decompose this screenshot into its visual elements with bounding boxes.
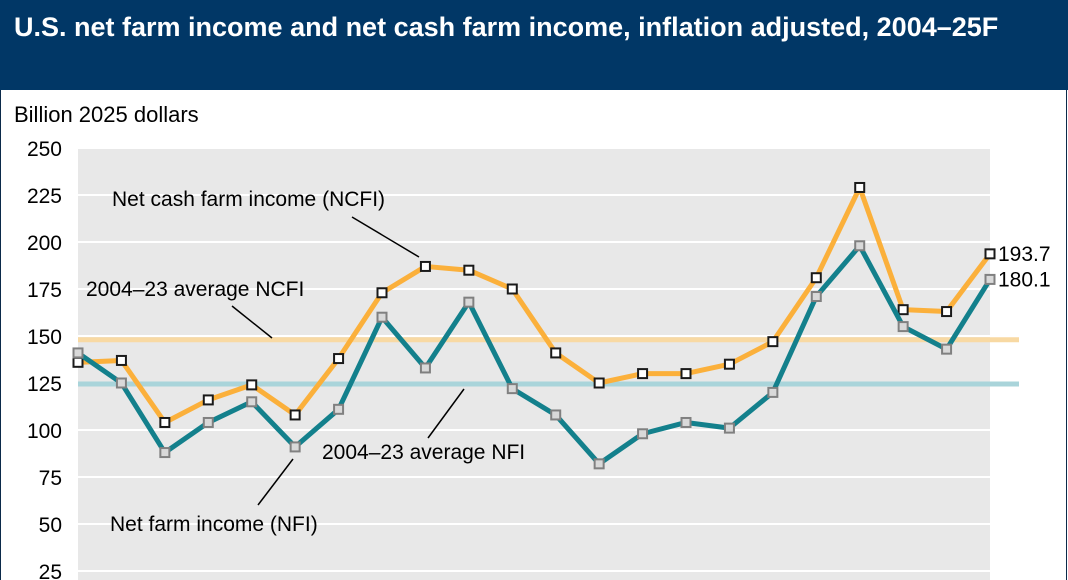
avg-nfi-leader-line — [427, 388, 465, 439]
chart-title: U.S. net farm income and net cash farm i… — [14, 12, 999, 42]
data-point — [593, 377, 605, 389]
data-point — [333, 353, 345, 365]
y-tick-label: 100 — [27, 420, 62, 443]
data-point — [376, 311, 388, 323]
annotation-leaders — [231, 216, 465, 506]
data-point — [115, 377, 127, 389]
data-point — [463, 296, 475, 308]
data-point — [854, 181, 866, 193]
data-point — [897, 304, 909, 316]
y-tick-label: 25 — [39, 561, 62, 580]
data-point — [463, 264, 475, 276]
data-point — [202, 394, 214, 406]
annotations: Net cash farm income (NCFI) 2004–23 aver… — [86, 188, 525, 536]
series-group — [72, 181, 996, 470]
series-line — [77, 184, 992, 425]
data-point — [810, 272, 822, 284]
data-point — [72, 356, 84, 368]
end-value-label: 180.1 — [998, 268, 1051, 291]
data-point — [202, 416, 214, 428]
data-point — [767, 336, 779, 348]
data-point — [984, 248, 996, 260]
data-point — [680, 368, 692, 380]
nfi-annotation: Net farm income (NFI) — [110, 513, 318, 536]
data-point — [159, 447, 171, 459]
data-point — [115, 354, 127, 366]
data-point — [637, 368, 649, 380]
data-point — [550, 409, 562, 421]
data-point — [246, 396, 258, 408]
data-point — [506, 283, 518, 295]
data-point — [506, 383, 518, 395]
data-point — [289, 441, 301, 453]
data-point — [159, 416, 171, 428]
y-tick-label: 200 — [27, 232, 62, 255]
data-point — [680, 416, 692, 428]
data-point — [984, 273, 996, 285]
data-point — [419, 362, 431, 374]
data-point — [550, 347, 562, 359]
ncfi-leader-line — [351, 216, 420, 258]
data-point — [593, 458, 605, 470]
data-point — [767, 386, 779, 398]
data-point — [897, 321, 909, 333]
avg-ncfi-annotation: 2004–23 average NCFI — [86, 278, 304, 301]
data-point — [637, 428, 649, 440]
series-line — [76, 243, 993, 467]
data-point — [941, 343, 953, 355]
data-point — [333, 403, 345, 415]
y-tick-label: 225 — [27, 185, 62, 208]
data-point — [376, 287, 388, 299]
y-tick-labels: 250 225 200 175 150 125 100 75 50 25 — [27, 138, 62, 580]
plot-area — [78, 148, 990, 580]
avg-ncfi-leader-line — [231, 305, 273, 339]
data-point — [723, 358, 735, 370]
chart-frame — [0, 90, 1067, 580]
data-point — [419, 260, 431, 272]
title-bar: U.S. net farm income and net cash farm i… — [0, 0, 1068, 90]
ncfi-annotation: Net cash farm income (NCFI) — [112, 188, 385, 211]
y-tick-label: 125 — [27, 373, 62, 396]
nfi-leader-line — [257, 458, 294, 506]
data-point — [289, 409, 301, 421]
data-point — [72, 347, 84, 359]
y-tick-label: 50 — [39, 514, 62, 537]
data-point — [723, 422, 735, 434]
y-tick-label: 250 — [27, 138, 62, 161]
avg-nfi-annotation: 2004–23 average NFI — [322, 441, 525, 464]
data-point — [854, 240, 866, 252]
y-tick-label: 75 — [39, 467, 62, 490]
end-value-label: 193.7 — [998, 243, 1051, 266]
data-point — [941, 306, 953, 318]
y-axis-label: Billion 2025 dollars — [14, 102, 199, 127]
data-point — [246, 379, 258, 391]
y-tick-label: 150 — [27, 326, 62, 349]
y-tick-label: 175 — [27, 279, 62, 302]
data-point — [810, 291, 822, 303]
